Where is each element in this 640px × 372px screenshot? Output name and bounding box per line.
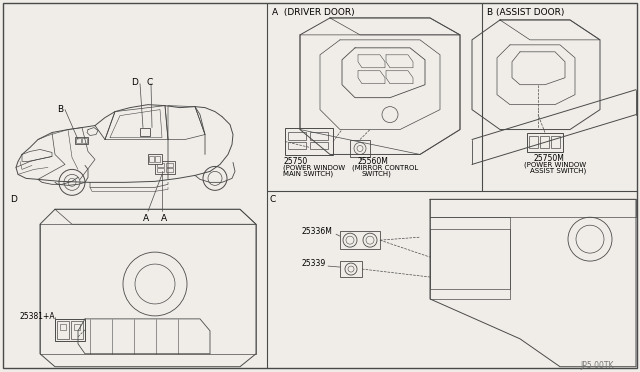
Text: B: B	[57, 105, 63, 113]
Bar	[82, 138, 87, 144]
Bar	[55, 319, 85, 341]
Text: A: A	[143, 214, 149, 223]
Text: D: D	[132, 78, 138, 87]
Bar	[155, 157, 160, 163]
Text: C: C	[270, 195, 276, 204]
Text: ASSIST SWITCH): ASSIST SWITCH)	[530, 167, 586, 174]
Bar	[310, 132, 328, 140]
Bar	[140, 128, 150, 135]
Text: D: D	[10, 195, 17, 204]
Bar	[74, 324, 80, 330]
Text: (POWER WINDOW: (POWER WINDOW	[524, 161, 586, 168]
Bar	[310, 141, 328, 150]
Bar	[71, 321, 83, 339]
Bar	[527, 132, 563, 153]
Text: (MIRROR CONTROL: (MIRROR CONTROL	[352, 164, 419, 171]
Bar	[75, 137, 88, 144]
Bar	[551, 135, 560, 148]
Text: 25336M: 25336M	[302, 227, 333, 236]
Text: C: C	[147, 78, 153, 87]
Bar	[540, 135, 549, 148]
Bar	[529, 135, 538, 148]
Bar	[157, 169, 164, 172]
Bar	[288, 132, 306, 140]
Text: JP5 00TK: JP5 00TK	[580, 361, 614, 370]
Bar	[285, 128, 333, 155]
Text: A: A	[161, 214, 167, 223]
Bar	[155, 161, 175, 174]
Text: 25381+A: 25381+A	[20, 312, 56, 321]
Bar	[340, 231, 380, 249]
Text: 25339: 25339	[302, 259, 326, 268]
Bar	[60, 324, 66, 330]
Text: 25560M: 25560M	[358, 157, 389, 166]
Bar	[149, 157, 154, 163]
Text: B (ASSIST DOOR): B (ASSIST DOOR)	[487, 8, 564, 17]
Text: A  (DRIVER DOOR): A (DRIVER DOOR)	[272, 8, 355, 17]
Text: MAIN SWITCH): MAIN SWITCH)	[283, 170, 333, 177]
Bar	[166, 163, 173, 167]
Text: 25750M: 25750M	[533, 154, 564, 163]
Bar	[288, 141, 306, 150]
Bar	[57, 321, 69, 339]
Bar	[157, 163, 164, 167]
Bar	[340, 261, 362, 277]
Bar	[350, 140, 370, 157]
Text: 25750: 25750	[283, 157, 307, 166]
Bar	[148, 154, 162, 164]
Text: (POWER WINDOW: (POWER WINDOW	[283, 164, 345, 171]
Bar	[166, 169, 173, 172]
Bar	[76, 138, 81, 144]
Text: SWITCH): SWITCH)	[362, 170, 392, 177]
